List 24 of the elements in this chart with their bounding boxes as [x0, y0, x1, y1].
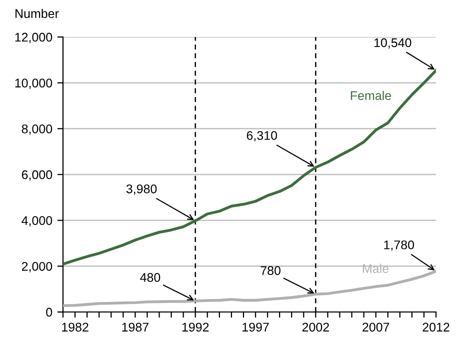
- x-tick-label: 1987: [122, 322, 148, 332]
- line-series: [63, 69, 436, 266]
- annotation: 6,310: [246, 131, 278, 142]
- x-tick-label: 2007: [362, 322, 390, 332]
- annotation: 480: [140, 273, 160, 282]
- series-label: Male: [362, 264, 388, 273]
- x-tick-label: 1992: [182, 322, 209, 332]
- x-tick-label: 1982: [62, 322, 88, 332]
- annotation: 10,540: [374, 38, 412, 49]
- y-tick-label: 0: [46, 308, 52, 317]
- annotation: 780: [260, 266, 280, 275]
- y-tick-label: 12,000: [15, 32, 52, 44]
- y-tick-label: 10,000: [15, 78, 52, 89]
- x-tick-label: 2012: [422, 322, 450, 332]
- y-tick-label: 4,000: [22, 216, 52, 226]
- annotation: 1,780: [384, 240, 414, 251]
- y-tick-label: 2,000: [22, 262, 52, 272]
- annotation: 3,980: [126, 184, 157, 195]
- y-tick-label: 6,000: [22, 170, 52, 181]
- y-tick-label: 8,000: [22, 124, 52, 135]
- y-axis-title: Number: [16, 8, 59, 18]
- x-tick-label: 2002: [302, 322, 329, 332]
- series-label: Female: [350, 90, 392, 100]
- x-tick-label: 1997: [242, 322, 269, 332]
